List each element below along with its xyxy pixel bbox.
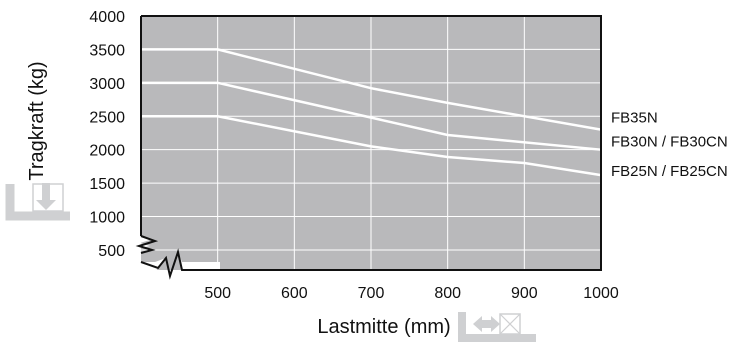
y-tick-label: 3500 [89,42,125,59]
axis-break-zigzag [135,235,220,280]
y-tick-label: 4000 [89,9,125,26]
y-axis-title: Tragkraft (kg) [26,61,48,180]
x-axis-title: Lastmitte (mm) [317,316,450,338]
series-line [141,81,602,151]
grid-lines [141,16,601,270]
y-tick-label: 500 [98,243,125,260]
series-line [141,115,602,177]
y-tick-label: 1000 [89,210,125,227]
plot-frame [140,15,602,271]
y-tick-label: 3000 [89,76,125,93]
series-label: FB30N / FB30CN [611,134,728,151]
x-tick-label: 800 [434,285,461,302]
series-line [141,48,602,131]
x-tick-label: 1000 [583,285,619,302]
series-label: FB35N [611,110,658,127]
load-center-arrow-icon [458,312,536,342]
series-lines [141,48,602,177]
load-down-arrow-icon [5,183,70,221]
x-tick-label: 500 [204,285,231,302]
x-tick-label: 900 [511,285,538,302]
y-tick-labels: 500 1000 1500 2000 2500 3000 3500 4000 [89,9,125,260]
y-tick-label: 1500 [89,176,125,193]
series-labels: FB35N FB30N / FB30CN FB25N / FB25CN [611,110,728,180]
axis-break [140,236,220,272]
x-tick-label: 600 [281,285,308,302]
x-tick-label: 700 [358,285,385,302]
x-tick-labels: 500 600 700 800 900 1000 [204,285,619,302]
series-label: FB25N / FB25CN [611,163,728,180]
y-tick-label: 2000 [89,143,125,160]
y-tick-label: 2500 [89,109,125,126]
